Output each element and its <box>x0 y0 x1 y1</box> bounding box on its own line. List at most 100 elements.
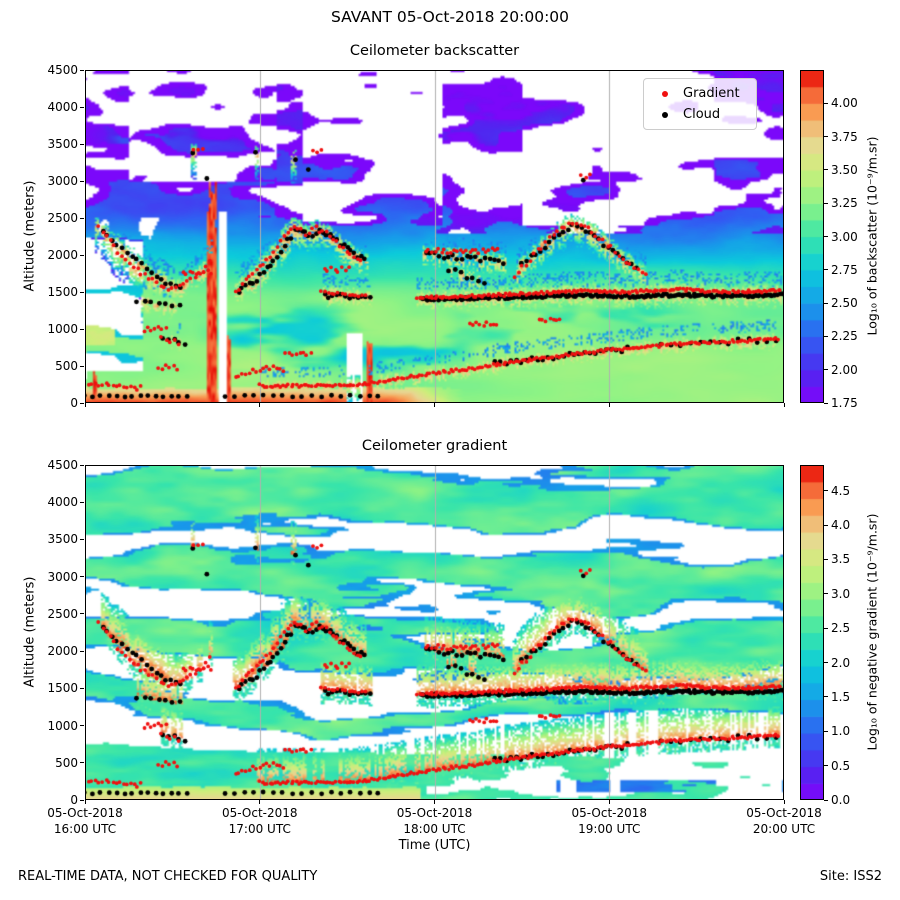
gradient-heatmap-canvas <box>85 465 784 800</box>
colorbar-tick <box>824 524 828 526</box>
x-tick <box>259 403 261 407</box>
y-tick <box>80 106 84 108</box>
y-tick <box>80 464 84 466</box>
y-tick-label: 1000 <box>47 718 78 733</box>
colorbar-tick-label: 2.50 <box>831 296 858 311</box>
legend-label-cloud: Cloud <box>683 107 721 122</box>
colorbar-tick-label: 2.75 <box>831 262 858 277</box>
y-tick <box>80 576 84 578</box>
colorbar-tick-label: 1.75 <box>831 396 858 410</box>
colorbar-tick-label: 3.25 <box>831 196 858 211</box>
colorbar-tick <box>824 730 828 732</box>
gradient-colorbar <box>800 465 824 800</box>
quality-disclaimer: REAL-TIME DATA, NOT CHECKED FOR QUALITY <box>18 869 318 884</box>
backscatter-colorbar-label: Log₁₀ of backscatter (10⁻⁹/m.sr) <box>864 136 880 336</box>
y-tick-label: 0 <box>70 793 78 807</box>
x-tick-label: 05-Oct-2018 18:00 UTC <box>396 806 473 836</box>
colorbar-tick-label: 3.00 <box>831 229 858 244</box>
y-tick-label: 1000 <box>47 322 78 336</box>
colorbar-tick-label: 2.00 <box>831 362 858 377</box>
site-label: Site: ISS2 <box>819 869 882 884</box>
x-axis-label: Time (UTC) <box>398 838 471 853</box>
colorbar-tick-label: 0.5 <box>831 758 851 773</box>
colorbar-tick <box>824 202 828 204</box>
y-tick-label: 1500 <box>47 285 78 299</box>
x-tick <box>783 403 785 407</box>
y-tick-label: 3500 <box>47 532 78 547</box>
x-tick-label: 05-Oct-2018 20:00 UTC <box>746 806 822 836</box>
colorbar-tick-label: 1.0 <box>831 724 851 739</box>
colorbar-tick-label: 2.0 <box>831 655 851 670</box>
plot-title-backscatter: Ceilometer backscatter <box>349 43 520 59</box>
colorbar-tick <box>824 136 828 138</box>
colorbar-tick <box>824 302 828 304</box>
y-tick <box>80 69 84 71</box>
y-tick <box>80 762 84 764</box>
x-tick <box>434 800 435 804</box>
x-tick <box>608 800 610 804</box>
y-tick-label: 4500 <box>47 63 78 77</box>
y-tick-label: 1500 <box>47 681 78 696</box>
y-tick-label: 3000 <box>47 174 78 188</box>
legend: Gradient Cloud <box>643 78 757 130</box>
y-tick-label: 0 <box>70 396 78 410</box>
y-tick <box>80 501 84 503</box>
colorbar-tick <box>824 369 828 371</box>
y-tick <box>80 725 84 727</box>
colorbar-tick <box>824 593 828 595</box>
y-tick <box>80 687 84 689</box>
legend-item-gradient: Gradient <box>644 83 756 104</box>
y-tick-label: 4000 <box>47 495 78 510</box>
y-tick <box>80 217 84 219</box>
colorbar-tick-label: 1.5 <box>831 689 851 704</box>
colorbar-tick-label: 0.0 <box>831 793 851 807</box>
colorbar-tick-label: 4.0 <box>831 518 851 533</box>
colorbar-tick-label: 3.50 <box>831 162 858 177</box>
y-tick-label: 500 <box>55 755 78 770</box>
y-tick <box>80 402 84 404</box>
y-tick-label: 3500 <box>47 137 78 151</box>
plot-title-gradient: Ceilometer gradient <box>361 438 508 454</box>
backscatter-colorbar <box>800 70 824 403</box>
colorbar-tick <box>824 269 828 271</box>
legend-item-cloud: Cloud <box>644 104 756 125</box>
legend-label-gradient: Gradient <box>683 86 740 101</box>
colorbar-tick-label: 3.5 <box>831 552 851 567</box>
x-tick <box>259 800 261 804</box>
y-tick <box>80 613 84 615</box>
y-tick-label: 500 <box>55 359 78 373</box>
x-tick <box>608 403 610 407</box>
colorbar-tick-label: 3.0 <box>831 586 851 601</box>
colorbar-tick <box>824 402 828 404</box>
colorbar-tick <box>824 799 828 801</box>
cloud-marker-icon <box>662 111 668 118</box>
y-axis-label-backscatter: Altitude (meters) <box>22 180 38 292</box>
y-tick-label: 4000 <box>47 100 78 114</box>
x-tick <box>84 403 86 407</box>
y-tick <box>80 254 84 256</box>
y-tick <box>80 291 84 293</box>
gradient-marker-icon <box>662 90 668 97</box>
y-axis-label-gradient: Altitude (meters) <box>22 576 38 688</box>
colorbar-tick <box>824 696 828 698</box>
colorbar-tick-label: 2.25 <box>831 329 858 344</box>
y-tick-label: 2500 <box>47 606 78 621</box>
colorbar-tick <box>824 335 828 337</box>
y-tick-label: 2000 <box>47 644 78 659</box>
colorbar-tick-label: 3.75 <box>831 129 858 144</box>
x-tick-label: 05-Oct-2018 16:00 UTC <box>47 806 123 836</box>
colorbar-tick <box>824 490 828 492</box>
x-tick <box>783 800 785 804</box>
y-tick <box>80 180 84 182</box>
y-tick <box>80 365 84 367</box>
colorbar-tick <box>824 662 828 664</box>
colorbar-tick <box>824 102 828 104</box>
x-tick <box>434 403 435 407</box>
x-tick-label: 05-Oct-2018 17:00 UTC <box>221 806 298 836</box>
colorbar-tick <box>824 236 828 237</box>
colorbar-tick <box>824 765 828 767</box>
y-tick <box>80 538 84 540</box>
y-tick <box>80 650 84 652</box>
colorbar-tick <box>824 169 828 171</box>
